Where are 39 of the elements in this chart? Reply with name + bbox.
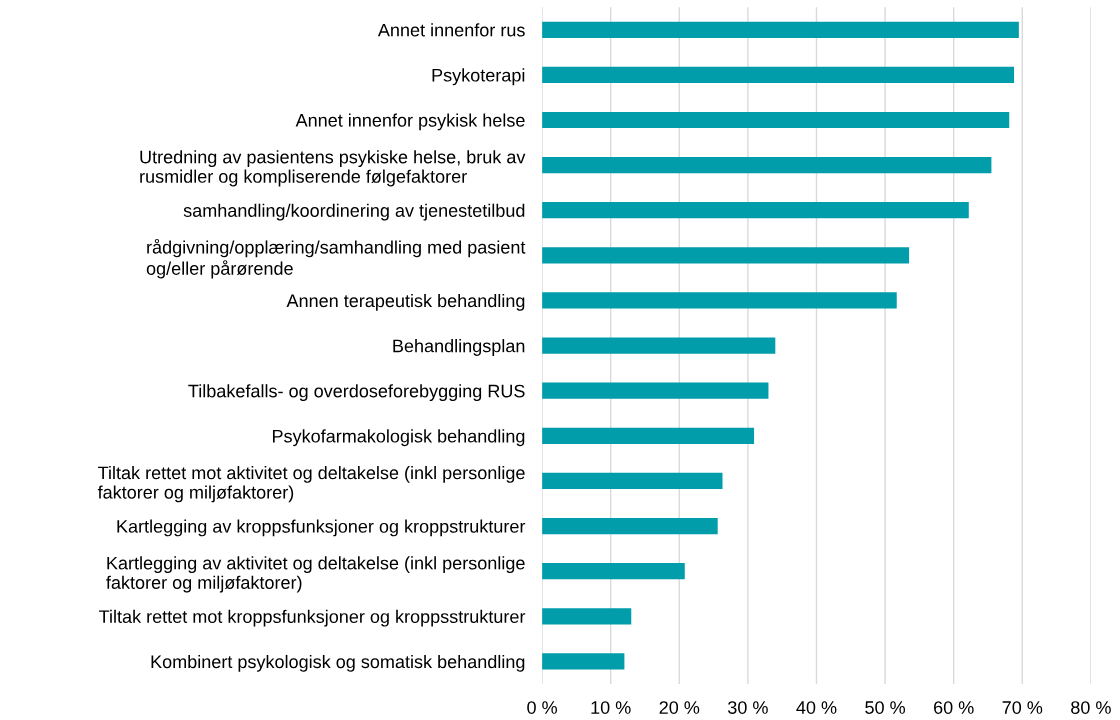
bar (542, 382, 769, 399)
bar (542, 292, 897, 309)
bar (542, 653, 625, 670)
y-tick-label: rådgivning/opplæring/samhandling med pasient og/eller pårørende (146, 238, 526, 279)
x-tick-label: 70 % (1002, 701, 1043, 714)
y-tick-label: Tilbakefalls- og overdoseforebygging RUS (188, 384, 525, 402)
y-tick-label: Behandlingsplan (393, 339, 525, 356)
bar (542, 111, 1010, 129)
bar (542, 247, 910, 264)
bar (542, 563, 685, 580)
x-tick-label: 50 % (865, 701, 906, 714)
y-tick-label: Annet innenfor psykisk helse (295, 113, 525, 131)
y-tick-label: samhandling/koordinering av tjenestetilbud (183, 203, 525, 221)
x-tick-label: 80 % (1071, 701, 1111, 714)
bar (542, 66, 1015, 83)
bar (542, 21, 1019, 38)
bar (542, 427, 755, 444)
y-tick-label: Annen terapeutisk behandling (286, 293, 525, 311)
y-tick-label: Psykoterapi (432, 68, 525, 86)
y-tick-label: Utredning av pasientens psykiske helse, bruk av rusmidler og kompliserende følgefaktorer (140, 150, 526, 187)
x-tick-label: 40 % (796, 701, 837, 714)
bar (542, 608, 632, 625)
x-tick-label: 10 % (591, 701, 631, 714)
y-tick-label: Annet innenfor rus (377, 23, 525, 37)
x-tick-label: 60 % (934, 701, 974, 714)
bar (542, 472, 723, 490)
x-tick-label: 20 % (659, 701, 700, 714)
y-tick-label: Kartlegging av kroppsfunksjoner og kroppstrukturer (117, 519, 526, 537)
y-tick-label: Kartlegging av aktivitet og deltakelse (inkl personlige faktorer og miljøfaktorer) (106, 556, 525, 593)
y-tick-label: Kombinert psykologisk og somatisk behandling (151, 654, 525, 672)
x-tick-label: 30 % (727, 701, 768, 714)
bar (542, 202, 969, 219)
bar (542, 337, 776, 354)
y-tick-label: Psykofarmakologisk behandling (272, 429, 525, 447)
bar (542, 157, 992, 174)
x-tick-label: 0 % (527, 701, 557, 714)
y-tick-label: Tiltak rettet mot kroppsfunksjoner og kroppsstrukturer (99, 609, 526, 627)
bar (542, 517, 718, 535)
y-tick-label: Tiltak rettet mot aktivitet og deltakelse (inkl personlige faktorer og miljøfaktorer) (97, 466, 525, 503)
